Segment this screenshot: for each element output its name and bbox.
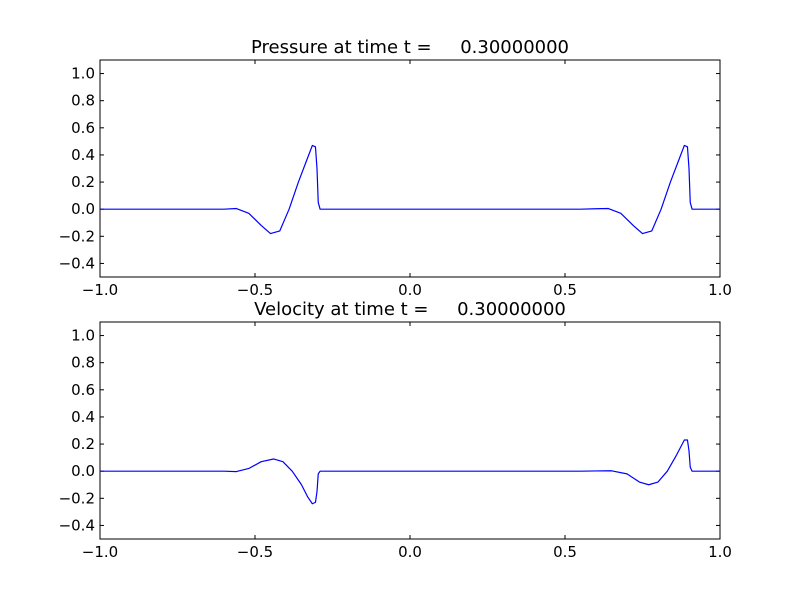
pressure-series-line [100, 144, 720, 235]
velocity-title: Velocity at time t = 0.30000000 [254, 299, 566, 320]
pressure-ytick-label: 1.0 [71, 65, 95, 83]
velocity-xtick-label: −0.5 [237, 543, 273, 561]
velocity-plot: Velocity at time t = 0.30000000 −1.0 −0.5 0… [59, 299, 732, 561]
pressure-ytick-label: 0.2 [71, 173, 95, 191]
pressure-ytick-label: −0.4 [59, 254, 95, 272]
velocity-ytick-label: −0.2 [59, 489, 95, 507]
velocity-ytick-label: 1.0 [71, 327, 95, 345]
pressure-ytick-label: 0.4 [71, 146, 95, 164]
velocity-ytick-label: 0.0 [71, 462, 95, 480]
velocity-axes-frame [99, 321, 721, 540]
pressure-xtick-label: 0.0 [398, 281, 422, 299]
velocity-ytick-label: 0.8 [71, 354, 95, 372]
velocity-xtick-label: −1.0 [82, 543, 118, 561]
pressure-title: Pressure at time t = 0.30000000 [251, 37, 569, 58]
velocity-ytick-label: 0.6 [71, 381, 95, 399]
velocity-ytick-label: 0.2 [71, 435, 95, 453]
velocity-xtick-label: 0.5 [553, 543, 577, 561]
pressure-ytick-label: 0.0 [71, 200, 95, 218]
velocity-ytick-label: −0.4 [59, 516, 95, 534]
pressure-ytick-label: 0.6 [71, 119, 95, 137]
velocity-series-line [100, 439, 720, 505]
pressure-xtick-label: 1.0 [708, 281, 732, 299]
pressure-axes-frame [99, 59, 721, 278]
pressure-plot: Pressure at time t = 0.30000000 −1.0 −0.5 0… [59, 37, 732, 299]
velocity-xtick-label: 0.0 [398, 543, 422, 561]
pressure-xtick-label: −1.0 [82, 281, 118, 299]
pressure-xtick-label: 0.5 [553, 281, 577, 299]
pressure-xtick-label: −0.5 [237, 281, 273, 299]
pressure-ytick-label: −0.2 [59, 227, 95, 245]
velocity-xtick-label: 1.0 [708, 543, 732, 561]
velocity-ytick-label: 0.4 [71, 408, 95, 426]
pressure-ytick-label: 0.8 [71, 92, 95, 110]
